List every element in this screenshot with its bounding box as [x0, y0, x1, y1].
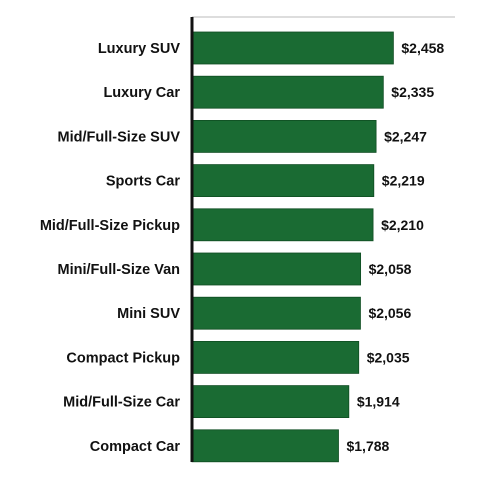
category-label-5: Mini/Full-Size Van — [58, 262, 180, 278]
category-label-9: Compact Car — [90, 439, 181, 455]
bar-1 — [191, 75, 384, 109]
value-label-7: $2,035 — [367, 349, 410, 365]
bar-0 — [191, 31, 394, 65]
value-label-8: $1,914 — [357, 394, 400, 410]
bar-6 — [191, 296, 361, 330]
value-label-1: $2,335 — [391, 84, 434, 100]
bar-7 — [191, 340, 360, 374]
category-label-4: Mid/Full-Size Pickup — [40, 218, 180, 234]
value-label-2: $2,247 — [384, 128, 427, 144]
category-label-6: Mini SUV — [117, 306, 180, 322]
category-label-7: Compact Pickup — [66, 350, 180, 366]
value-label-5: $2,058 — [369, 261, 412, 277]
category-label-8: Mid/Full-Size Car — [63, 395, 180, 411]
category-label-1: Luxury Car — [103, 85, 180, 101]
value-label-3: $2,219 — [382, 173, 425, 189]
bar-2 — [191, 120, 377, 153]
bar-5 — [191, 252, 362, 286]
category-label-2: Mid/Full-Size SUV — [58, 129, 181, 145]
value-label-6: $2,056 — [368, 305, 411, 321]
value-label-4: $2,210 — [381, 217, 424, 233]
bar-8 — [191, 385, 350, 419]
value-label-9: $1,788 — [346, 438, 389, 454]
bar-3 — [191, 164, 375, 198]
value-label-0: $2,458 — [401, 40, 444, 56]
category-label-3: Sports Car — [106, 174, 180, 190]
category-label-0: Luxury SUV — [98, 41, 181, 57]
bar-9 — [191, 429, 339, 463]
bar-4 — [191, 208, 374, 242]
